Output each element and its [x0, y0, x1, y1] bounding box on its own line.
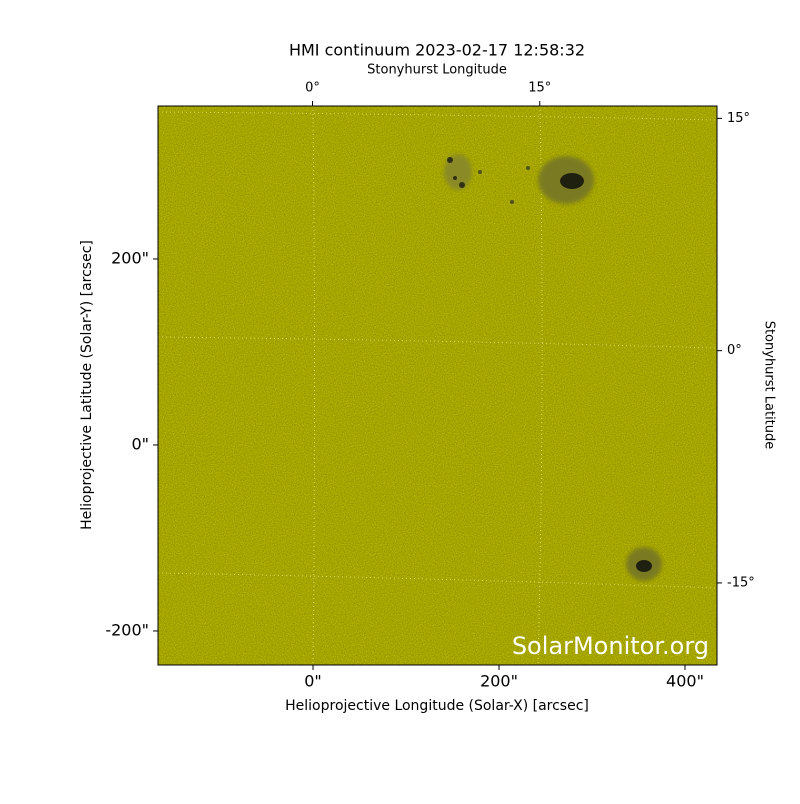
y2-tick-label: -15°	[727, 575, 755, 590]
y2-tick-label: 0°	[727, 343, 742, 358]
x-tick-label: 400"	[666, 672, 704, 691]
y-tick-label: 200"	[111, 248, 149, 267]
y2-tick-label: 15°	[727, 111, 750, 126]
x2-tick-label: 15°	[528, 81, 551, 96]
image-texture	[158, 106, 717, 665]
watermark: SolarMonitor.org	[512, 632, 709, 660]
y-tick-label: 0"	[131, 434, 149, 453]
y-axis-label: Helioprojective Latitude (Solar-Y) [arcs…	[79, 240, 95, 530]
y-tick-label: -200"	[105, 620, 149, 639]
x-tick-label: 0"	[304, 672, 322, 691]
x2-tick-label: 0°	[305, 81, 320, 96]
x-tick-label: 200"	[480, 672, 518, 691]
x-axis-label: Helioprojective Longitude (Solar-X) [arc…	[285, 698, 589, 714]
x2-axis-label: Stonyhurst Longitude	[367, 63, 507, 78]
sunspots	[444, 154, 662, 581]
y2-axis-label: Stonyhurst Latitude	[762, 321, 777, 450]
plot-frame	[157, 105, 718, 666]
chart-title: HMI continuum 2023-02-17 12:58:32	[289, 41, 585, 60]
